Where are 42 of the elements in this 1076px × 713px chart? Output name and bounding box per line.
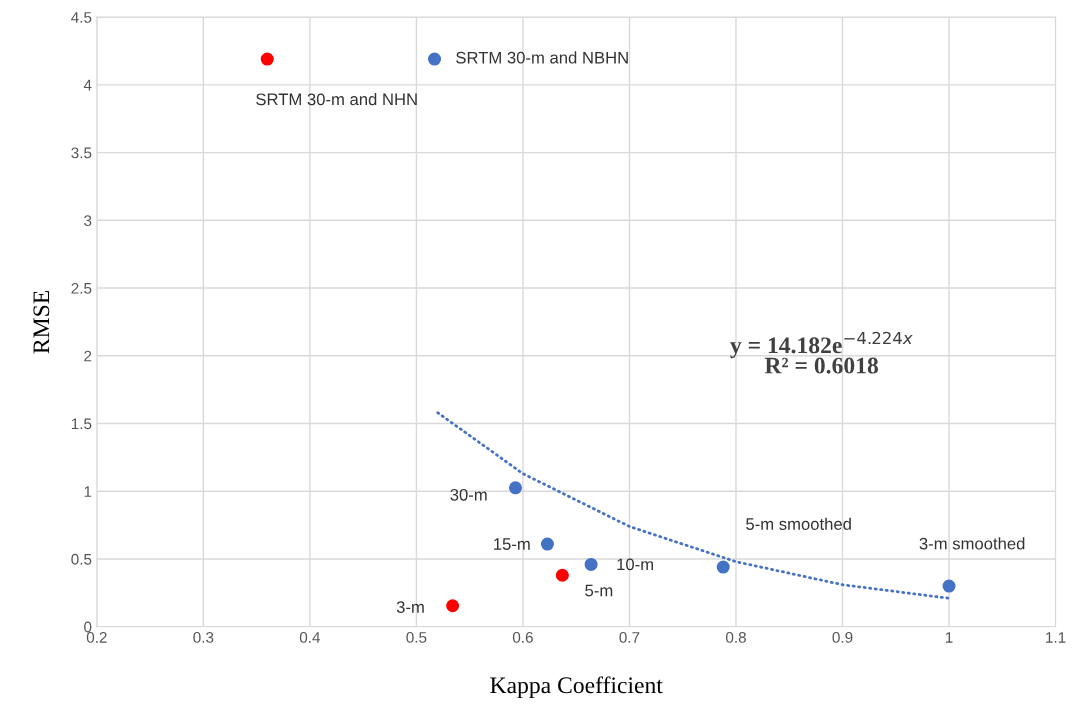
y-tick-label: 2.5 (71, 282, 92, 294)
point (260, 52, 274, 66)
annotation: 15-m (494, 538, 530, 550)
x-tick-label: 1 (945, 632, 953, 643)
point (428, 52, 442, 66)
x-tick-label: 0.6 (512, 631, 533, 643)
annotation: 3-m (396, 601, 424, 613)
annotation: SRTM 30-m and NHN (256, 93, 417, 106)
y-tick-label: 4.5 (71, 12, 92, 23)
annotation: 10-m (617, 558, 653, 571)
x-tick-label: 0.2 (86, 631, 107, 643)
line-series (436, 411, 951, 600)
x-tick-label: 0.7 (619, 631, 640, 643)
annotation: 5-m smoothed (746, 517, 851, 530)
x-tick-label: 0.5 (406, 631, 427, 643)
x-axis-title: Kappa Coefficient (490, 676, 663, 699)
point (446, 599, 460, 613)
y-tick-label: 3 (84, 215, 92, 226)
point (942, 579, 956, 593)
y-tick-label: 2 (84, 350, 92, 362)
annotation: R² = 0.6018 (764, 357, 879, 374)
x-tick-label: 0.3 (193, 631, 214, 643)
y-tick-label: 1 (84, 486, 92, 497)
y-tick-label: 0.5 (71, 553, 92, 565)
annotation: 5-m (585, 584, 613, 597)
y-tick-label: 1.5 (71, 418, 92, 430)
x-tick-label: 0.8 (725, 631, 746, 643)
annotation: 3-m smoothed (919, 537, 1025, 550)
y-tick-label: 4 (83, 79, 92, 91)
x-tick-label: 0.4 (299, 631, 321, 643)
x-tick-label: 0.9 (832, 631, 853, 643)
point (555, 568, 569, 582)
annotation: SRTM 30-m and NBHN (456, 51, 628, 64)
y-axis-title: RMSE (33, 290, 50, 354)
point (508, 481, 522, 495)
point (540, 537, 554, 551)
y-tick-label: 0 (84, 621, 92, 633)
y-tick-label: 3.5 (71, 147, 92, 159)
annotation: 30-m (450, 488, 487, 501)
point (716, 560, 730, 574)
point (584, 557, 598, 571)
x-tick-label: 1.1 (1046, 632, 1066, 643)
